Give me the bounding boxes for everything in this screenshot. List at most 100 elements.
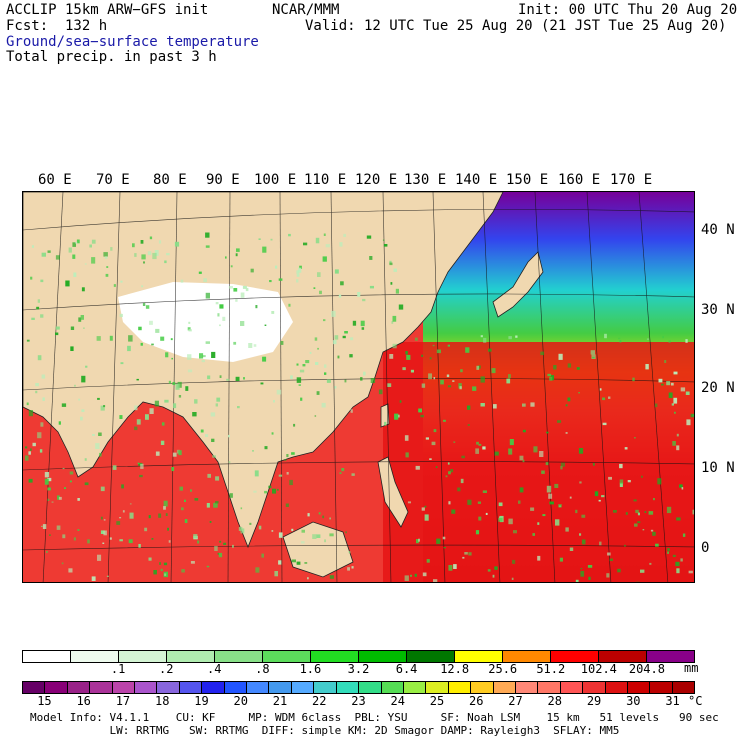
rain-cell [513,530,517,534]
rain-cell [324,539,326,543]
tick-label: 3.2 [347,662,370,676]
rain-cell [187,354,192,360]
rain-cell [69,471,74,475]
rain-cell [26,339,30,342]
rain-cell [99,452,102,457]
rain-cell [459,386,462,390]
rain-cell [343,233,346,237]
rain-cell [509,439,514,446]
rain-cell [148,515,151,519]
rain-cell [351,566,354,569]
rain-cell [350,409,353,413]
rain-cell [362,298,366,302]
rain-cell [92,434,95,436]
temperature-swatch [45,682,68,693]
rain-cell [278,532,283,538]
rain-cell [338,294,342,298]
rain-cell [316,391,320,395]
rain-cell [662,336,664,339]
rain-cell [690,413,694,418]
lat-label: 10 N [701,460,735,476]
rain-cell [494,451,499,456]
rain-cell [37,299,40,303]
rain-cell [646,338,649,340]
rain-cell [458,383,462,389]
temperature-swatch [538,682,561,693]
rain-cell [361,327,365,330]
rain-cell [240,528,245,534]
rain-cell [685,391,690,395]
rain-cell [668,392,673,398]
rain-cell [410,574,412,577]
rain-cell [658,378,663,383]
rain-cell [155,451,160,456]
rain-cell [478,365,481,369]
rain-cell [155,328,160,333]
rain-cell [164,399,169,403]
rain-cell [205,292,210,299]
rain-cell [578,392,580,394]
rain-cell [30,448,32,451]
rain-cell [47,477,52,482]
rain-cell [314,337,318,341]
rain-cell [41,374,46,379]
rain-cell [578,448,584,454]
rain-cell [560,462,565,467]
rain-cell [120,362,124,365]
rain-cell [41,525,43,527]
rain-cell [165,352,169,358]
rain-cell [85,365,88,368]
rain-cell [498,502,503,507]
precip-swatch [311,651,359,662]
temperature-colorbar [22,681,695,694]
rain-cell [548,493,553,499]
rain-cell [319,290,322,295]
rain-cell [56,525,61,530]
rain-cell [129,503,132,505]
rain-cell [366,235,372,239]
rain-cell [103,252,108,257]
rain-cell [84,458,87,461]
rain-cell [415,465,420,470]
rain-cell [121,484,124,489]
rain-cell [218,552,223,558]
rain-cell [393,268,397,272]
rain-cell [344,331,348,334]
rain-cell [494,566,498,570]
rain-cell [148,582,151,583]
rain-cell [285,503,289,507]
rain-cell [158,513,162,518]
rain-cell [384,421,387,426]
rain-cell [533,446,538,453]
rain-cell [591,354,596,359]
temperature-swatch [291,682,315,693]
rain-cell [387,383,392,387]
rain-cell [576,367,580,370]
rain-cell [447,344,450,347]
rain-cell [461,455,465,459]
rain-cell [199,353,204,359]
rain-cell [406,354,411,360]
rain-cell [506,378,511,384]
rain-cell [394,413,399,420]
lat-label: 0 [701,540,710,556]
rain-cell [264,324,267,326]
rain-cell [181,507,184,511]
rain-cell [350,337,354,341]
rain-cell [249,522,252,525]
rain-cell [402,367,406,371]
rain-cell [158,240,162,244]
rain-cell [485,512,488,515]
rain-cell [418,408,422,413]
rain-cell [264,446,268,450]
rain-cell [303,242,308,246]
rain-cell [219,540,222,543]
rain-cell [206,565,210,568]
rain-cell [296,273,300,277]
rain-cell [81,287,85,292]
rain-cell [450,469,454,473]
rain-cell [619,482,623,487]
tick-label: 25.6 [488,662,518,676]
rain-cell [433,377,436,380]
rain-cell [113,284,116,287]
